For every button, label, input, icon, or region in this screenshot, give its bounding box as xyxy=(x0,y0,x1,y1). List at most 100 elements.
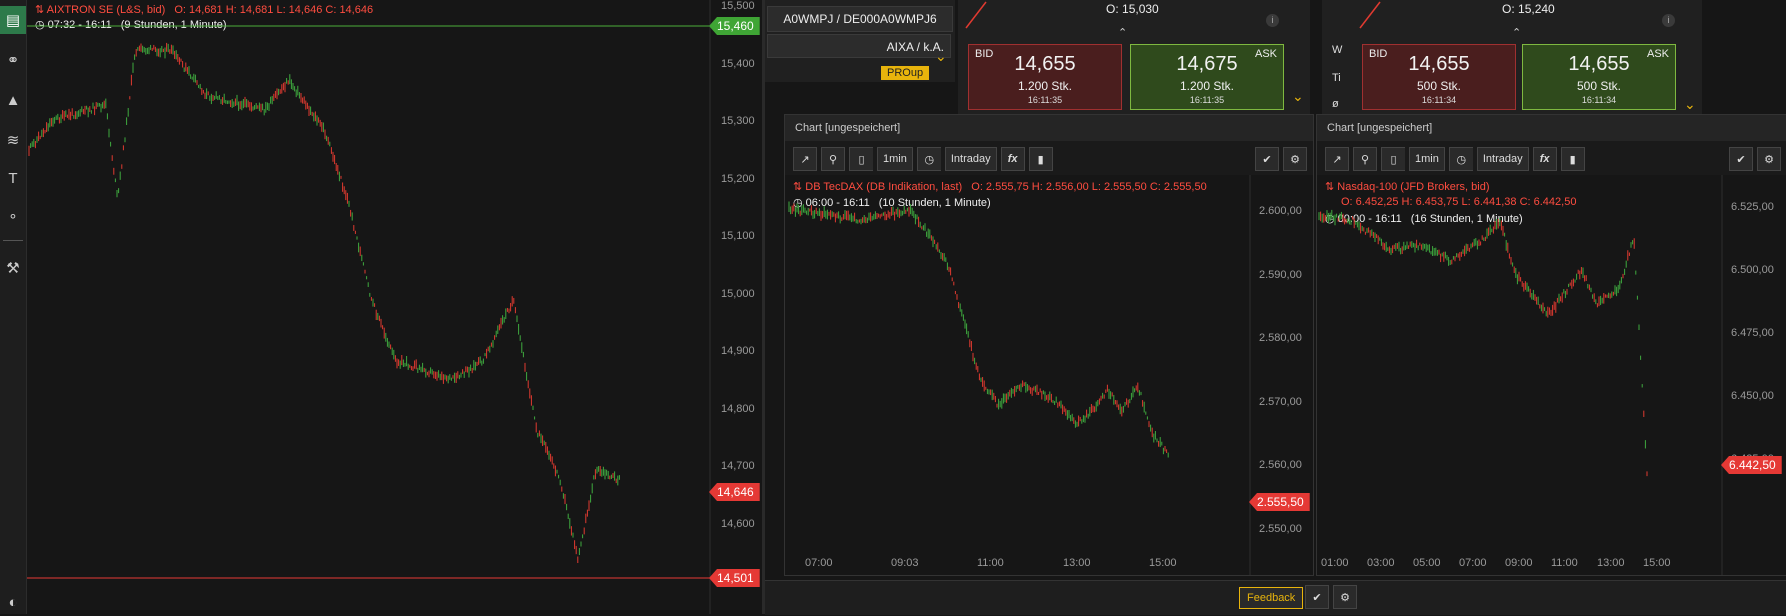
tecdax-y-tick: 2.590,00 xyxy=(1259,268,1302,281)
bid-time: 16:11:34 xyxy=(1421,95,1457,105)
settings-tool-icon[interactable]: ⚒ xyxy=(6,260,20,277)
draw-tool-icon[interactable]: ✔ xyxy=(1305,585,1329,609)
fx-button[interactable]: fx xyxy=(1000,147,1025,171)
chart-tool-icon[interactable]: ▤ xyxy=(0,6,26,34)
chart-period-line: ◷ 06:00 - 16:11 (10 Stunden, 1 Minute) xyxy=(793,196,991,209)
interval-button[interactable]: 1min xyxy=(877,147,913,171)
tecdax-y-tick: 2.570,00 xyxy=(1259,395,1302,408)
bid-label: BID xyxy=(1369,48,1388,60)
chart-title-line: ⇅ DB TecDAX (DB Indikation, last) O: 2.5… xyxy=(793,180,1207,193)
nasdaq-x-tick: 07:00 xyxy=(1459,557,1487,569)
proup-badge[interactable]: PROup xyxy=(881,66,930,80)
main-y-tick: 15,100 xyxy=(721,230,755,242)
candlestick-icon[interactable]: ▯ xyxy=(849,147,873,171)
chart-plot-area[interactable]: ⇅ Nasdaq-100 (JFD Brokers, bid) O: 6.452… xyxy=(1317,175,1786,575)
ask-price: 14,675 xyxy=(1176,53,1238,75)
high-price-tag: 15,460 xyxy=(709,17,760,35)
chart-type-icon: ⇅ xyxy=(793,181,803,193)
zoom-icon[interactable]: ⚲ xyxy=(1353,147,1377,171)
pattern-tool-icon[interactable]: ▲ xyxy=(5,91,21,109)
window-title: Chart [ungespeichert] xyxy=(795,122,901,134)
bookmark-icon[interactable]: ▮ xyxy=(1028,147,1053,171)
chart-type-icon: ⇅ xyxy=(35,4,45,16)
chart-toolbar-right: ✔ ⚙ xyxy=(1255,145,1307,173)
main-price-series xyxy=(28,42,620,564)
bottom-bar: Feedback ✔ ⚙ xyxy=(765,580,1786,615)
bookmark-icon[interactable]: ▮ xyxy=(1560,147,1585,171)
open-label: O: 15,240 xyxy=(1502,2,1555,16)
fx-button[interactable]: fx xyxy=(1532,147,1557,171)
gear-icon[interactable]: ⚙ xyxy=(1757,147,1781,171)
ask-time: 16:11:35 xyxy=(1189,95,1225,105)
clock-icon: ◷ xyxy=(35,19,45,31)
tecdax-plot[interactable] xyxy=(785,175,1313,575)
bid-box[interactable]: BID 14,655 500 Stk. 16:11:34 xyxy=(1362,44,1516,110)
tecdax-x-tick: 13:00 xyxy=(1063,557,1091,569)
ask-time: 16:11:34 xyxy=(1581,95,1617,105)
nasdaq-plot[interactable] xyxy=(1317,175,1786,575)
clock-icon[interactable]: ◷ xyxy=(1448,147,1473,171)
bid-box[interactable]: BID 14,655 1.200 Stk. 16:11:35 xyxy=(968,44,1122,110)
window-titlebar[interactable]: Chart [ungespeichert] xyxy=(785,115,1313,141)
clock-icon[interactable]: ◷ xyxy=(916,147,941,171)
chart-plot-area[interactable]: ⇅ DB TecDAX (DB Indikation, last) O: 2.5… xyxy=(785,175,1313,575)
shapes-tool-icon[interactable]: ∘ xyxy=(8,208,18,225)
range-button[interactable]: Intraday xyxy=(944,147,997,171)
chevron-down-icon[interactable]: ⌄ xyxy=(935,48,947,64)
side-label-w: W xyxy=(1332,44,1343,56)
low-price-tag: 14,501 xyxy=(709,569,760,587)
side-label-ti: Ti xyxy=(1332,72,1341,84)
nasdaq-x-tick: 05:00 xyxy=(1413,557,1441,569)
gear-icon[interactable]: ⚙ xyxy=(1333,585,1357,609)
line-tool-icon[interactable]: ⚭ xyxy=(6,52,20,69)
collapse-up-icon[interactable]: ⌃ xyxy=(1118,27,1128,39)
theme-toggle-icon[interactable]: ◐ xyxy=(8,593,18,611)
main-y-tick: 15,200 xyxy=(721,172,755,185)
chevron-down-icon[interactable]: ⌄ xyxy=(1684,96,1696,112)
gear-icon[interactable]: ⚙ xyxy=(1283,147,1307,171)
window-title: Chart [ungespeichert] xyxy=(1327,122,1433,134)
bid-time: 16:11:35 xyxy=(1027,95,1063,105)
zoom-icon[interactable]: ⚲ xyxy=(821,147,845,171)
chart-period: 06:00 - 16:11 xyxy=(805,197,870,209)
line-chart-icon[interactable]: ↗ xyxy=(1325,147,1349,171)
main-y-tick: 15,000 xyxy=(721,287,755,300)
main-chart-period: 07:32 - 16:11 xyxy=(47,19,112,31)
ticker-field[interactable]: AIXA / k.A. xyxy=(767,34,951,58)
chevron-down-icon[interactable]: ⌄ xyxy=(1292,88,1304,104)
chart-toolbar: ↗ ⚲ ▯ 1min ◷ Intraday fx ▮ xyxy=(793,145,1053,173)
tecdax-x-tick: 07:00 xyxy=(805,557,833,569)
window-titlebar[interactable]: Chart [ungespeichert] xyxy=(1317,115,1786,141)
ask-qty: 1.200 Stk. xyxy=(1179,79,1235,93)
draw-tool-icon[interactable]: ✔ xyxy=(1255,147,1279,171)
tecdax-x-tick: 11:00 xyxy=(977,557,1004,569)
text-tool-icon[interactable]: T xyxy=(8,169,18,187)
side-label-avg: ø xyxy=(1332,98,1339,110)
panel-splitter[interactable] xyxy=(762,0,765,614)
draw-tool-icon[interactable]: ✔ xyxy=(1729,147,1753,171)
main-chart-plot[interactable] xyxy=(27,0,762,614)
chart-type-icon: ⇅ xyxy=(1325,181,1335,193)
main-chart-title: AIXTRON SE (L&S, bid) xyxy=(46,4,166,16)
range-button[interactable]: Intraday xyxy=(1476,147,1529,171)
fibonacci-tool-icon[interactable]: ≋ xyxy=(6,132,20,149)
tecdax-y-tick: 2.580,00 xyxy=(1259,332,1302,344)
isin-field[interactable]: A0WMPJ / DE000A0WMPJ6 xyxy=(767,6,953,32)
main-y-tick: 15,300 xyxy=(721,115,755,127)
open-value: 15,030 xyxy=(1122,2,1159,16)
line-chart-icon[interactable]: ↗ xyxy=(793,147,817,171)
main-chart[interactable]: ⇅ AIXTRON SE (L&S, bid) O: 14,681 H: 14,… xyxy=(27,0,762,614)
bid-qty: 500 Stk. xyxy=(1416,79,1462,93)
interval-button[interactable]: 1min xyxy=(1409,147,1445,171)
ask-label: ASK xyxy=(1254,48,1277,60)
info-icon[interactable]: i xyxy=(1662,14,1675,27)
tecdax-y-tick: 2.550,00 xyxy=(1259,522,1302,535)
ask-box[interactable]: ASK 14,655 500 Stk. 16:11:34 xyxy=(1522,44,1676,110)
ask-price: 14,655 xyxy=(1568,53,1630,75)
collapse-up-icon[interactable]: ⌃ xyxy=(1512,27,1522,39)
candlestick-icon[interactable]: ▯ xyxy=(1381,147,1405,171)
tecdax-x-tick: 15:00 xyxy=(1149,557,1177,569)
info-icon[interactable]: i xyxy=(1266,14,1279,27)
ask-box[interactable]: ASK 14,675 1.200 Stk. 16:11:35 xyxy=(1130,44,1284,110)
feedback-button[interactable]: Feedback xyxy=(1239,587,1304,609)
